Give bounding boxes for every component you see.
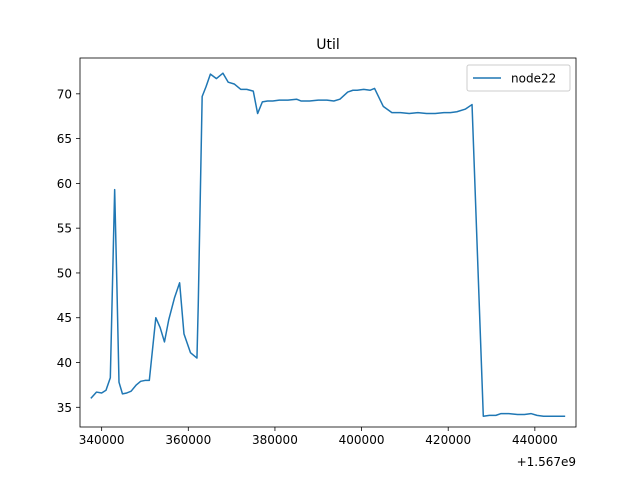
y-tick-label: 65 (57, 132, 72, 146)
y-tick-label: 70 (57, 87, 72, 101)
x-tick-label: 380000 (252, 433, 298, 447)
x-tick-label: 400000 (339, 433, 385, 447)
legend-label: node22 (511, 72, 556, 86)
plot-area (79, 57, 577, 428)
y-axis: 35 40 45 50 55 60 65 70 (57, 87, 80, 415)
y-tick-label: 35 (57, 401, 72, 415)
x-tick-label: 420000 (425, 433, 471, 447)
x-tick-label: 440000 (512, 433, 558, 447)
series-line-node22 (90, 72, 566, 417)
y-tick-label: 40 (57, 356, 72, 370)
chart-title: Util (316, 37, 340, 53)
plot-frame (79, 57, 577, 428)
y-tick-label: 60 (57, 177, 72, 191)
y-tick-label: 45 (57, 311, 72, 325)
x-axis-offset-label: +1.567e9 (517, 455, 576, 469)
x-tick-label: 340000 (79, 433, 125, 447)
y-tick-label: 50 (57, 266, 72, 280)
legend: node22 (466, 64, 571, 92)
legend-box (466, 64, 571, 92)
y-tick-label: 55 (57, 222, 72, 236)
x-tick-label: 360000 (165, 433, 211, 447)
x-axis: 340000 360000 380000 400000 420000 440000 (79, 427, 558, 447)
